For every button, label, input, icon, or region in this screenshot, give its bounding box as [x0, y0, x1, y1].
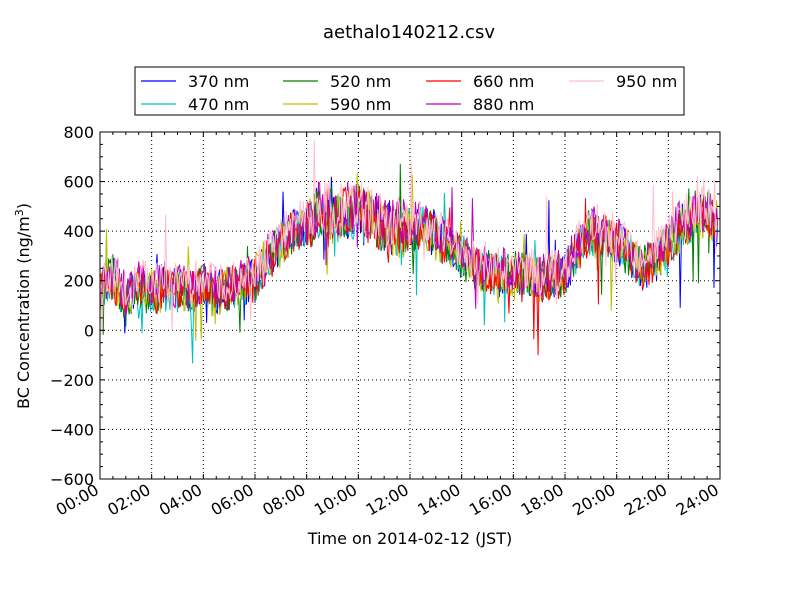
chart-title: aethalo140212.csv — [323, 22, 495, 43]
legend: 370 nm 470 nm 520 nm 590 nm 660 nm 880 nm 950 … — [134, 66, 685, 116]
legend-label: 370 nm — [188, 72, 249, 91]
legend-label: 880 nm — [473, 95, 534, 114]
y-tick-label: 0 — [84, 321, 94, 340]
y-tick-label: 400 — [63, 222, 94, 241]
y-axis-label-superscript: 3 — [13, 209, 26, 216]
legend-label: 950 nm — [616, 72, 677, 91]
legend-label: 470 nm — [188, 95, 249, 114]
y-axis-label-end: ) — [14, 203, 33, 209]
legend-label: 590 nm — [330, 95, 391, 114]
legend-box — [134, 66, 685, 116]
y-axis-label-main: BC Concentration (ng/m — [14, 216, 33, 409]
series-lines — [100, 139, 718, 364]
y-tick-label: 600 — [63, 173, 94, 192]
legend-label: 660 nm — [473, 72, 534, 91]
y-axis-label: BC Concentration (ng/m3) — [13, 203, 33, 409]
series-line-950-nm — [100, 139, 718, 336]
legend-label: 520 nm — [330, 72, 391, 91]
y-tick-label: −200 — [50, 371, 94, 390]
y-tick-label: −400 — [50, 420, 94, 439]
x-axis-label: Time on 2014-02-12 (JST) — [307, 529, 512, 548]
y-tick-label: −600 — [50, 470, 94, 489]
y-tick-label: 200 — [63, 272, 94, 291]
y-axis-tick-labels: −600 −400 −200 0 200 400 600 800 — [50, 123, 94, 489]
y-tick-label: 800 — [63, 123, 94, 142]
axis-ticks — [99, 131, 721, 480]
